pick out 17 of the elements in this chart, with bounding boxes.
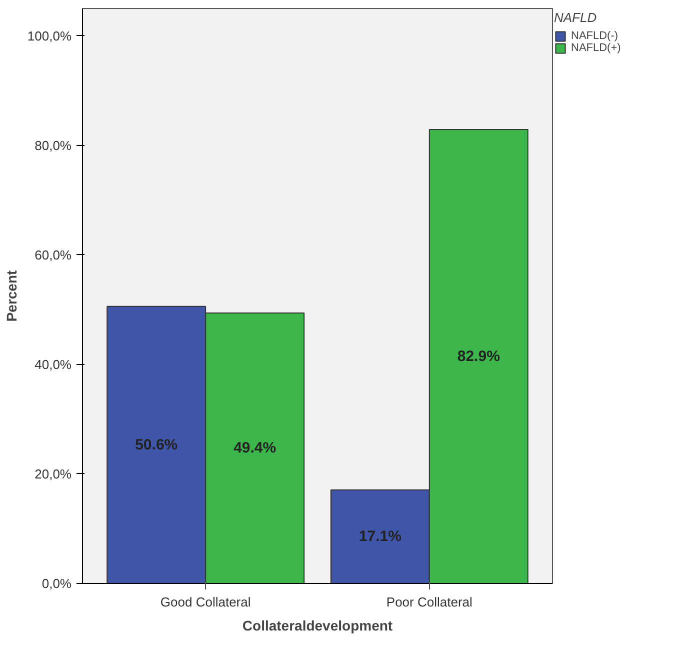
y-tick-label: 0,0% <box>42 576 72 591</box>
data-label: 50.6% <box>135 436 178 454</box>
legend-label: NAFLD(-) <box>571 30 618 42</box>
legend-title: NAFLD <box>554 10 598 25</box>
y-tick-label: 40,0% <box>34 356 72 372</box>
y-axis-title: Percent <box>3 270 20 322</box>
y-tick-label: 20,0% <box>34 466 72 482</box>
x-tick-label: Poor Collateral <box>386 594 473 610</box>
y-tick-label: 100,0% <box>27 28 72 44</box>
legend-label: NAFLD(+) <box>571 42 621 54</box>
data-label: 49.4% <box>234 440 276 457</box>
data-label: 17.1% <box>358 528 402 546</box>
x-tick-label: Good Collateral <box>160 594 251 610</box>
y-tick-label: 60,0% <box>34 247 72 262</box>
x-axis-title: Collateraldevelopment <box>242 618 393 634</box>
data-label: 82.9% <box>457 348 500 366</box>
y-tick-label: 80,0% <box>34 138 72 153</box>
